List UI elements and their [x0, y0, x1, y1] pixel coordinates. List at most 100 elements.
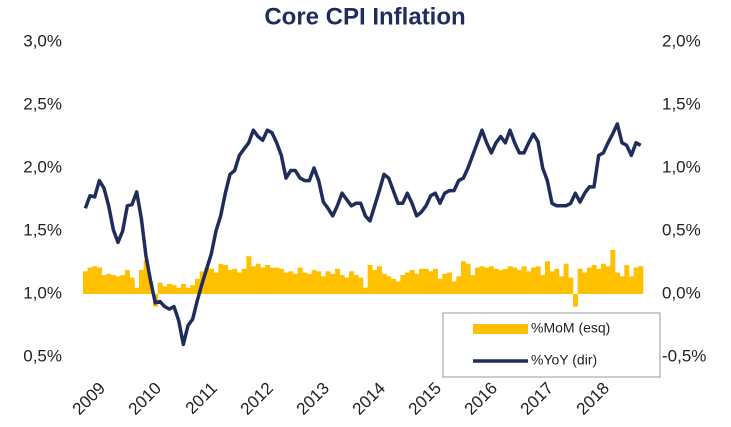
y2-tick-label: -0,5% — [662, 346, 706, 365]
bar — [484, 267, 490, 294]
bar — [545, 261, 550, 294]
bar — [139, 270, 144, 294]
bar — [582, 272, 588, 294]
bar — [363, 287, 368, 294]
bar — [176, 287, 182, 294]
x-tick-label: 2009 — [69, 379, 109, 419]
bar — [162, 286, 168, 294]
bar — [437, 278, 443, 294]
bar — [554, 268, 560, 294]
y2-tick-label: 2,0% — [662, 31, 701, 50]
bar — [423, 268, 429, 294]
bar — [447, 272, 452, 294]
bar — [615, 272, 620, 294]
bar — [540, 275, 546, 294]
bar — [288, 271, 294, 294]
bar — [125, 270, 130, 294]
bar — [297, 267, 303, 294]
y-tick-label: 1,0% — [23, 283, 62, 302]
y-tick-label: 2,5% — [23, 94, 62, 113]
bar — [475, 267, 480, 294]
bar — [507, 266, 513, 294]
x-tick-label: 2018 — [573, 379, 613, 419]
bar — [157, 282, 163, 294]
bar — [596, 268, 602, 294]
y2-tick-label: 1,0% — [662, 157, 701, 176]
bar — [344, 277, 350, 294]
bar — [283, 272, 289, 294]
bar — [391, 278, 396, 294]
y-tick-label: 1,5% — [23, 220, 62, 239]
legend: %MoM (esq) %YoY (dir) — [442, 312, 661, 378]
bar — [129, 277, 135, 294]
bar — [349, 271, 354, 294]
bar — [232, 268, 238, 294]
bar — [167, 283, 172, 294]
x-tick-label: 2012 — [237, 379, 277, 419]
bar — [307, 273, 312, 294]
bar — [255, 263, 261, 294]
bar — [433, 268, 438, 294]
x-tick-label: 2010 — [125, 379, 165, 419]
bar — [316, 271, 322, 294]
bar — [465, 263, 471, 294]
bar — [143, 259, 149, 294]
bar — [419, 268, 424, 294]
bar — [470, 275, 476, 294]
bar — [115, 276, 121, 294]
bar — [269, 267, 275, 294]
bar — [367, 265, 373, 294]
bar — [428, 271, 434, 294]
bar — [227, 270, 233, 294]
bar — [209, 268, 214, 294]
bar — [568, 277, 574, 294]
y-tick-label: 0,5% — [23, 346, 62, 365]
y2-tick-label: 0,0% — [662, 283, 701, 302]
bar — [456, 276, 462, 294]
bar — [601, 263, 606, 294]
bar — [171, 285, 177, 294]
bar — [526, 271, 532, 294]
bar — [489, 266, 494, 294]
bar — [573, 294, 578, 307]
bar — [302, 272, 308, 294]
bar — [237, 272, 242, 294]
bar — [531, 267, 536, 294]
bar — [218, 263, 224, 294]
bar — [638, 266, 644, 294]
bar — [335, 268, 340, 294]
bar — [619, 276, 625, 294]
bar — [223, 265, 228, 294]
bar — [521, 266, 527, 294]
bar — [610, 249, 616, 294]
bar — [577, 268, 583, 294]
y-tick-label: 2,0% — [23, 157, 62, 176]
bar — [241, 268, 247, 294]
bar — [213, 272, 219, 294]
bar — [353, 275, 359, 294]
bar — [503, 268, 508, 294]
bar — [442, 273, 448, 294]
bar — [549, 271, 555, 294]
bar — [97, 267, 102, 294]
x-tick-label: 2017 — [517, 379, 557, 419]
bar — [293, 273, 298, 294]
x-tick-label: 2016 — [461, 379, 501, 419]
x-tick-label: 2014 — [349, 379, 389, 419]
bar — [134, 287, 140, 294]
x-tick-label: 2011 — [182, 379, 221, 418]
bar — [251, 266, 256, 294]
legend-swatch — [473, 324, 528, 334]
bar — [185, 287, 191, 294]
bar — [591, 265, 597, 294]
bar — [587, 267, 592, 294]
legend-box — [442, 312, 661, 378]
x-tick-label: 2013 — [293, 379, 333, 419]
bar — [461, 261, 466, 294]
bar — [195, 278, 200, 294]
bar — [101, 275, 107, 294]
y-tick-label: 3,0% — [23, 31, 62, 50]
bar — [190, 285, 196, 294]
bar — [330, 273, 336, 294]
